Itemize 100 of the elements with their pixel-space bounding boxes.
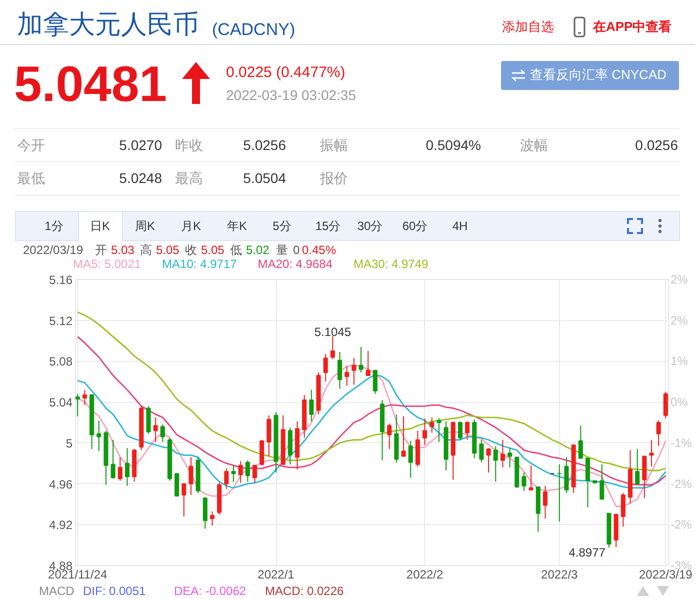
text: 1分 xyxy=(44,218,64,234)
text: MA30: 4.9749 xyxy=(353,257,428,271)
candlestick xyxy=(656,420,661,446)
text: 查看反向汇率 CNYCAD xyxy=(530,67,667,83)
candlestick xyxy=(188,456,194,496)
text: MA5: 5.0021 xyxy=(73,257,142,271)
candlestick xyxy=(408,440,413,478)
candlestick xyxy=(82,389,87,406)
text: 报价 xyxy=(320,170,348,186)
text: 30分 xyxy=(357,218,383,234)
line-series xyxy=(76,336,666,486)
text: 5.05 xyxy=(156,242,180,258)
text: 0.0225 (0.4477%) xyxy=(226,64,346,82)
text: 5.1045 xyxy=(314,325,352,340)
y2-tick-label: 1% xyxy=(670,354,688,368)
text: 0 xyxy=(293,242,300,258)
candlestick xyxy=(238,460,243,484)
candlestick xyxy=(508,448,512,468)
text: DEA: -0.0062 xyxy=(174,584,246,598)
text: 2022/03/19 xyxy=(23,242,84,258)
x-tick-label: 2022/2 xyxy=(406,568,444,582)
candlestick xyxy=(522,472,526,492)
text: 5.0270 xyxy=(119,136,162,154)
text: 最低 xyxy=(17,170,45,186)
candlestick xyxy=(422,418,428,446)
text: 5.03 xyxy=(111,242,134,258)
text: 波幅 xyxy=(520,136,548,154)
text: 0.45% xyxy=(302,242,336,258)
candlestick xyxy=(330,336,335,360)
candlestick xyxy=(337,352,342,390)
candlestick xyxy=(323,354,328,382)
candlestick xyxy=(542,485,548,520)
text: 2022-03-19 03:02:35 xyxy=(226,86,356,104)
text: 开 xyxy=(95,242,107,258)
text: 5.0504 xyxy=(243,170,286,186)
candlestick xyxy=(642,456,647,499)
text: 0.5094% xyxy=(426,136,481,154)
candlestick xyxy=(387,423,392,450)
text: 最高 xyxy=(175,170,203,186)
candlestick xyxy=(146,406,151,434)
text: 月K xyxy=(180,218,202,234)
text: 周K xyxy=(134,218,156,234)
y-tick-label: 4.92 xyxy=(49,518,73,532)
candlestick xyxy=(578,425,583,459)
candlestick xyxy=(174,473,180,497)
text: 年K xyxy=(226,218,248,234)
candlestick xyxy=(245,460,250,482)
text: 量 xyxy=(276,242,288,258)
candlestick xyxy=(564,456,569,494)
candlestick xyxy=(96,420,102,452)
candlestick xyxy=(124,448,130,486)
candlestick xyxy=(76,393,80,417)
candlestick xyxy=(202,496,208,530)
text: 5.0256 xyxy=(243,136,286,154)
text: 5.0248 xyxy=(119,170,162,186)
candlestick xyxy=(252,464,258,484)
candlestick xyxy=(500,439,505,468)
text: 今开 xyxy=(17,136,45,154)
candlestick xyxy=(309,389,314,422)
y-tick-label: 5 xyxy=(66,436,73,450)
text: 4.8977 xyxy=(568,545,606,560)
candlestick xyxy=(493,445,498,482)
y-tick-label: 4.96 xyxy=(49,477,73,492)
text: MACD: 0.0226 xyxy=(265,584,344,598)
candlestick xyxy=(153,416,158,442)
chart-subtitle: (CADCNY) xyxy=(212,20,296,40)
y-tick-label: 5.12 xyxy=(49,314,73,328)
text: MA10: 4.9717 xyxy=(162,257,237,271)
y2-tick-label: 0% xyxy=(670,395,688,410)
y-tick-label: 5.16 xyxy=(49,273,73,287)
candlestick xyxy=(465,420,470,440)
text: 15分 xyxy=(315,218,341,234)
text: 5.0481 xyxy=(14,55,167,114)
candlestick xyxy=(358,346,364,373)
candlestick xyxy=(620,492,626,528)
candlestick xyxy=(479,439,484,463)
x-tick-label: 2022/1 xyxy=(258,568,295,582)
candlestick xyxy=(266,414,272,457)
candlestick xyxy=(118,456,122,482)
candlestick xyxy=(352,358,356,386)
y2-tick-label: -1% xyxy=(670,436,692,450)
text: 5.02 xyxy=(246,242,270,258)
candlestick xyxy=(486,448,491,474)
text: 60分 xyxy=(402,218,428,234)
candlestick xyxy=(649,439,654,467)
y2-tick-label: -2% xyxy=(670,476,692,491)
candlestick xyxy=(366,350,370,376)
text: MACD xyxy=(39,584,74,598)
candlestick xyxy=(231,464,236,482)
y2-tick-label: -2% xyxy=(670,518,692,532)
candlestick xyxy=(430,416,434,434)
y-tick-label: 5.04 xyxy=(49,396,73,410)
text: 振幅 xyxy=(320,136,348,154)
candlestick xyxy=(401,416,406,457)
y-tick-label: 5.08 xyxy=(49,354,73,369)
text: 收 xyxy=(185,242,197,258)
candlestick xyxy=(528,464,534,490)
candlestick xyxy=(344,366,350,386)
text: 4H xyxy=(452,218,468,234)
candlestick xyxy=(458,420,462,440)
